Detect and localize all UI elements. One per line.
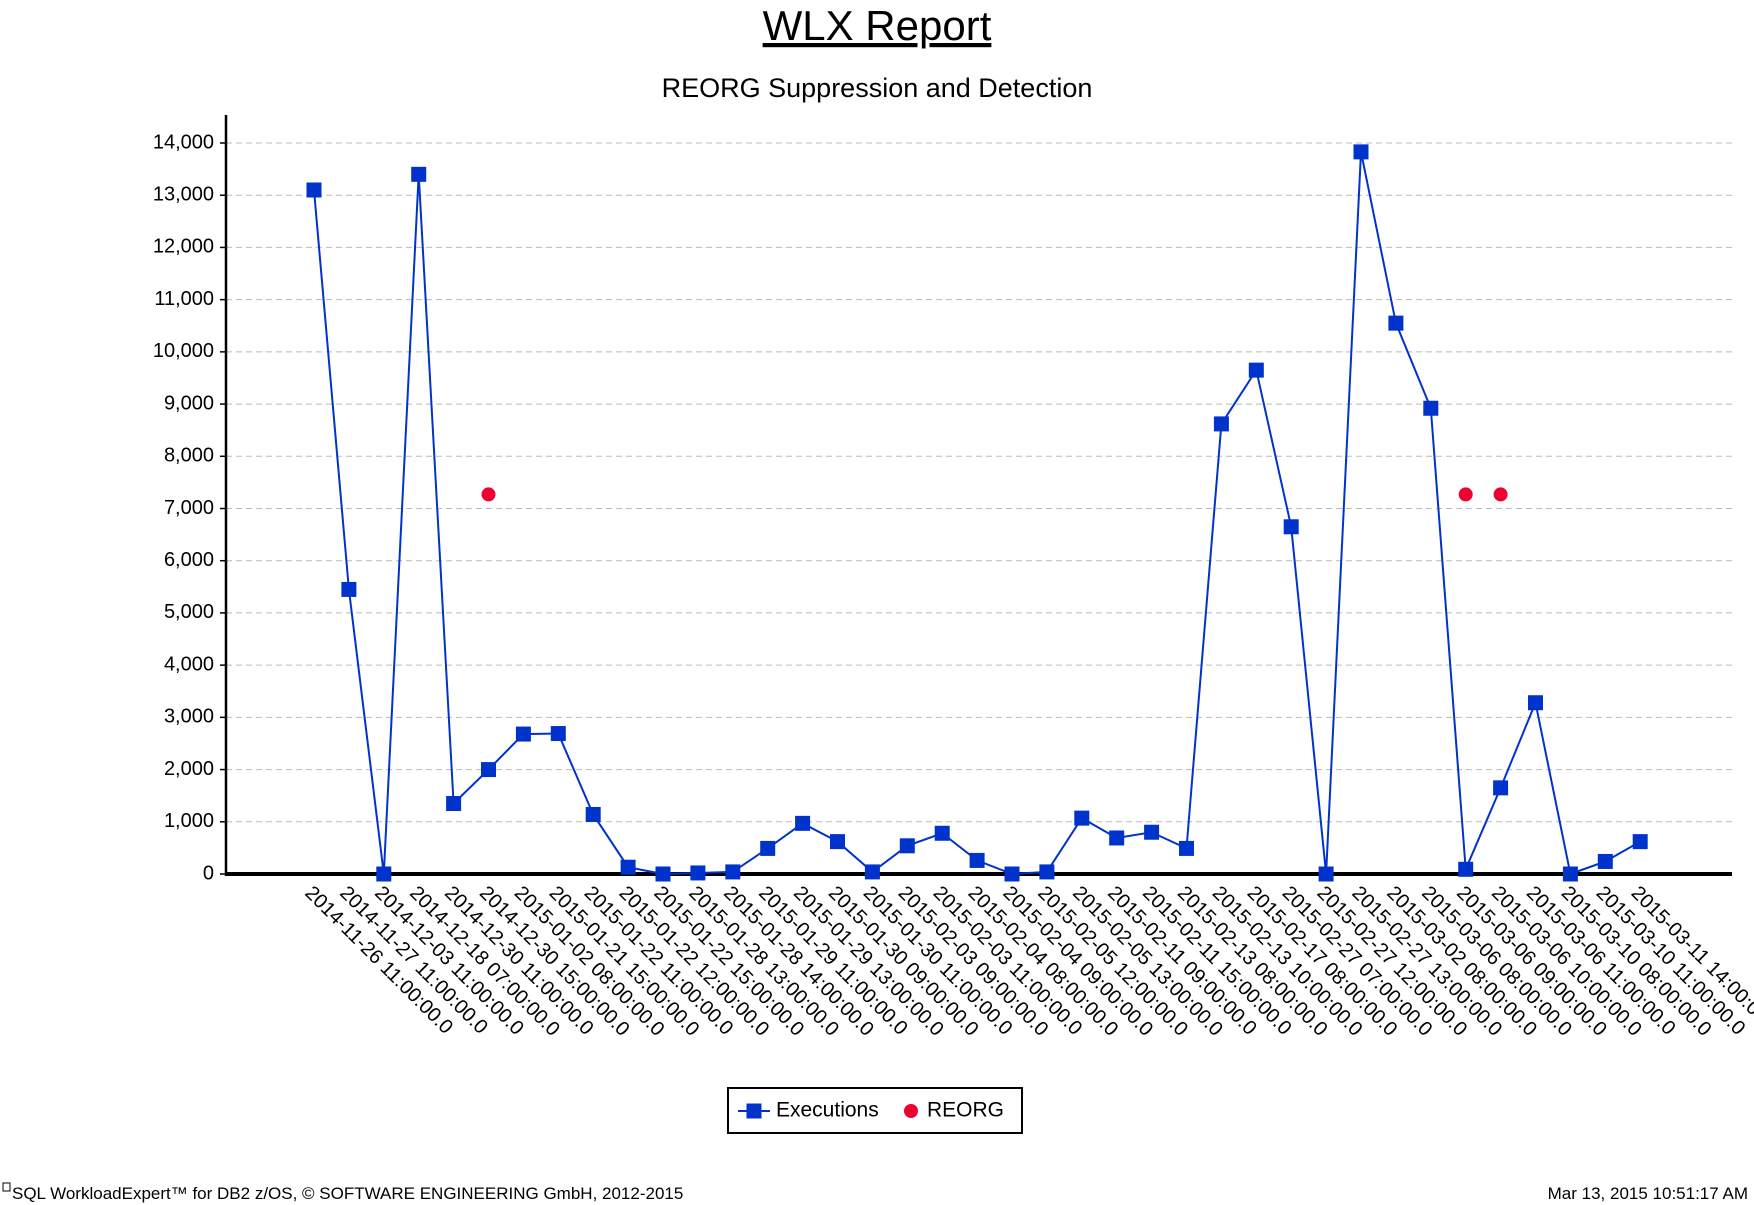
- y-tick-label: 7,000: [164, 497, 214, 519]
- y-tick-label: 13,000: [153, 183, 214, 205]
- y-tick-label: 4,000: [164, 653, 214, 675]
- point-marker: [1144, 824, 1160, 840]
- point-marker: [1632, 834, 1648, 850]
- y-tick-label: 1,000: [164, 810, 214, 832]
- point-marker: [1458, 861, 1474, 877]
- point-marker: [1388, 315, 1404, 331]
- point-marker: [1283, 519, 1299, 535]
- y-tick-label: 3,000: [164, 706, 214, 728]
- y-tick-label: 12,000: [153, 236, 214, 258]
- point-marker: [655, 866, 671, 882]
- point-marker: [411, 166, 427, 182]
- point-marker: [690, 865, 706, 881]
- point-marker: [830, 834, 845, 850]
- point-marker: [1248, 362, 1264, 378]
- point-marker: [1493, 487, 1508, 502]
- legend-label: Executions: [776, 1099, 879, 1122]
- point-marker: [864, 864, 880, 880]
- point-marker: [1039, 864, 1055, 880]
- point-marker: [1423, 400, 1439, 416]
- point-marker: [550, 726, 566, 742]
- point-marker: [1004, 866, 1020, 882]
- point-marker: [1318, 866, 1334, 882]
- point-marker: [481, 487, 496, 502]
- y-tick-label: 10,000: [153, 340, 214, 362]
- point-marker: [934, 825, 950, 841]
- point-marker: [515, 726, 531, 742]
- point-marker: [725, 864, 741, 880]
- point-marker: [585, 806, 601, 822]
- chart-title: WLX Report: [763, 2, 992, 49]
- series-line: [313, 151, 1641, 876]
- footer-left: SQL WorkloadExpert™ for DB2 z/OS, © SOFT…: [12, 1184, 683, 1203]
- legend-label: REORG: [927, 1099, 1004, 1122]
- point-marker: [1458, 487, 1473, 502]
- legend-marker: [904, 1104, 918, 1118]
- y-tick-label: 0: [203, 862, 214, 884]
- chart-subtitle: REORG Suppression and Detection: [662, 73, 1093, 103]
- point-marker: [1562, 866, 1578, 882]
- point-marker: [376, 866, 392, 882]
- legend-marker: [746, 1103, 762, 1119]
- y-tick-label: 11,000: [154, 288, 214, 310]
- point-marker: [760, 840, 776, 856]
- point-marker: [481, 762, 496, 778]
- point-marker: [1493, 780, 1509, 796]
- point-marker: [341, 581, 357, 597]
- legend-box: [727, 1087, 1023, 1134]
- point-marker: [969, 852, 985, 868]
- point-marker: [1597, 853, 1613, 869]
- point-marker: [795, 815, 811, 831]
- point-marker: [620, 859, 636, 875]
- point-marker: [306, 182, 322, 198]
- y-tick-label: 14,000: [153, 131, 214, 153]
- footer-right: Mar 13, 2015 10:51:17 AM: [1548, 1184, 1748, 1203]
- point-marker: [899, 838, 915, 854]
- point-marker: [1213, 416, 1229, 432]
- point-marker: [446, 796, 462, 812]
- y-tick-label: 2,000: [164, 758, 214, 780]
- footer-icon: [2, 1182, 11, 1192]
- point-marker: [1074, 810, 1090, 826]
- y-tick-label: 5,000: [164, 601, 214, 623]
- point-marker: [1109, 830, 1125, 846]
- point-marker: [1179, 840, 1194, 856]
- y-tick-label: 8,000: [164, 445, 214, 467]
- y-tick-label: 6,000: [164, 549, 214, 571]
- y-tick-label: 9,000: [164, 392, 214, 414]
- point-marker: [1528, 695, 1543, 711]
- point-marker: [1353, 144, 1369, 160]
